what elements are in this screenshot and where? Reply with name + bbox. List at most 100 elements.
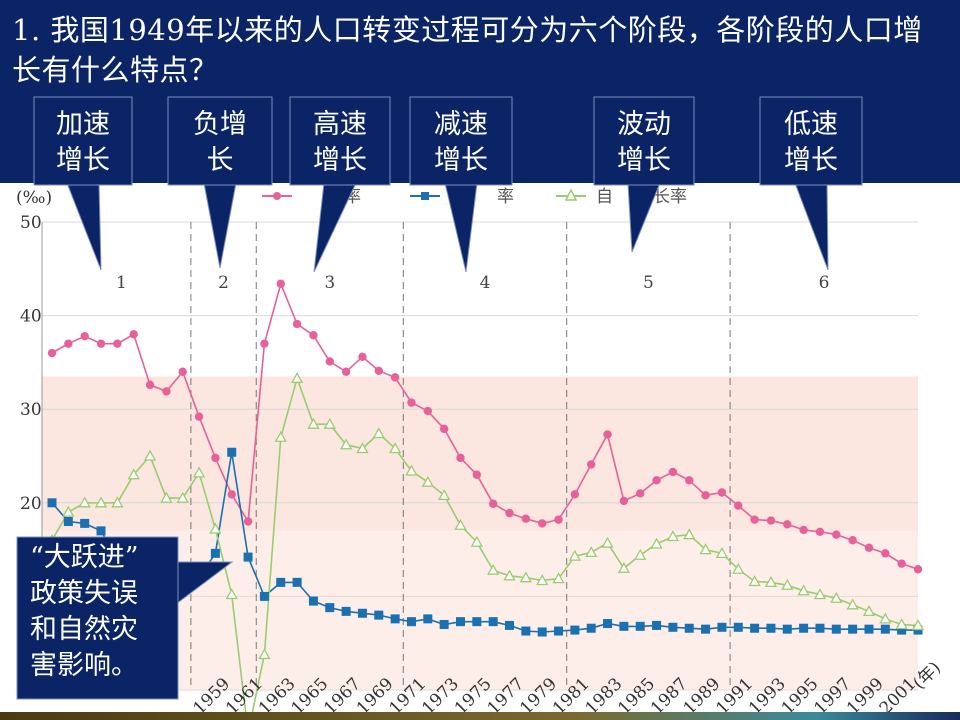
data-point-birth: [325, 357, 334, 366]
data-point-death: [701, 624, 711, 634]
data-point-natural: [895, 618, 908, 630]
data-point-natural: [536, 574, 549, 586]
data-point-natural: [323, 417, 336, 429]
data-point-death: [586, 623, 596, 633]
data-point-death: [815, 623, 825, 633]
data-point-death: [47, 498, 57, 508]
data-point-death: [684, 623, 694, 633]
callout-line-2: 长: [207, 145, 234, 176]
data-point-natural: [650, 537, 663, 549]
callout-box: [409, 96, 513, 186]
data-point-natural: [176, 491, 189, 503]
data-point-death: [831, 624, 841, 634]
data-point-natural: [862, 605, 876, 617]
data-point-death: [390, 614, 400, 624]
data-point-death: [455, 617, 465, 627]
data-point-death: [668, 622, 678, 632]
legend-birth-marker: [273, 192, 281, 200]
data-point-death: [603, 619, 613, 629]
stage-number-label: 6: [819, 273, 830, 293]
data-point-natural: [372, 427, 385, 439]
data-point-birth: [668, 467, 678, 477]
data-point-birth: [260, 339, 269, 348]
data-point-death: [423, 614, 433, 624]
data-point-natural: [258, 648, 271, 660]
data-point-death: [635, 621, 645, 631]
data-point-death: [537, 627, 547, 637]
data-point-birth: [734, 501, 743, 510]
data-point-birth: [505, 508, 514, 518]
note-line: 和自然灾: [30, 614, 138, 645]
callout-box: [759, 96, 863, 186]
data-point-natural: [470, 535, 483, 547]
data-point-birth: [194, 412, 204, 421]
data-point-death: [227, 447, 237, 457]
data-point-natural: [813, 588, 827, 600]
data-point-natural: [601, 536, 614, 548]
callout-pointer: [66, 182, 102, 271]
callout-line-1: 负增: [193, 109, 247, 140]
data-point-birth: [864, 543, 874, 552]
legend-death-label-b: 率: [497, 187, 514, 207]
data-point-birth: [881, 549, 890, 558]
data-point-natural: [111, 496, 124, 508]
data-point-death: [210, 548, 220, 558]
data-point-death: [554, 626, 564, 636]
data-point-birth: [521, 514, 531, 523]
data-point-birth: [178, 367, 187, 376]
data-point-birth: [488, 499, 498, 508]
data-point-birth: [832, 530, 841, 539]
data-point-birth: [783, 520, 792, 529]
data-point-natural: [666, 530, 680, 542]
callout-line-2: 增长: [313, 145, 367, 176]
data-point-natural: [438, 488, 451, 500]
callout-line-1: 低速: [784, 109, 838, 140]
data-point-death: [782, 624, 792, 634]
data-point-death: [799, 623, 809, 633]
data-point-natural: [781, 578, 794, 590]
callout-pointer: [203, 182, 237, 269]
data-point-birth: [276, 279, 285, 288]
data-point-birth: [799, 525, 808, 535]
data-point-natural: [764, 576, 778, 588]
data-point-death: [243, 552, 253, 562]
data-point-natural: [209, 522, 222, 534]
data-point-death: [63, 517, 73, 527]
data-point-birth: [717, 488, 727, 497]
data-point-death: [505, 620, 515, 630]
data-point-death: [570, 625, 580, 635]
y-tick-label: 20: [20, 494, 42, 514]
slide-question: 1. 我国1949年以来的人口转变过程可分为六个阶段，各阶段的人口增长有什么特点…: [12, 13, 923, 87]
data-point-death: [276, 577, 286, 587]
data-point-natural: [715, 547, 729, 558]
stage-callout-2: 负增长: [167, 96, 273, 269]
y-tick-label: 30: [20, 400, 42, 420]
data-point-birth: [292, 319, 302, 329]
data-point-birth: [685, 476, 694, 485]
data-point-death: [357, 608, 367, 618]
data-point-birth: [162, 387, 171, 396]
data-point-birth: [766, 516, 776, 525]
data-point-birth: [227, 490, 236, 499]
data-point-natural: [290, 371, 304, 383]
y-tick-label: 40: [20, 307, 42, 327]
data-point-natural: [552, 572, 565, 584]
y-tick-label: 50: [20, 213, 42, 233]
data-point-birth: [456, 453, 465, 463]
data-point-birth: [341, 367, 351, 376]
legend-natural-label-a: 自: [596, 187, 613, 207]
data-point-death: [96, 526, 106, 536]
data-point-birth: [96, 339, 106, 348]
data-point-birth: [243, 517, 253, 526]
data-point-natural: [617, 561, 630, 573]
data-point-natural: [356, 442, 369, 454]
callout-box: [167, 96, 273, 186]
callout-line-1: 加速: [56, 109, 110, 140]
data-point-death: [488, 617, 498, 627]
data-point-natural: [389, 442, 402, 454]
data-point-birth: [423, 406, 433, 416]
